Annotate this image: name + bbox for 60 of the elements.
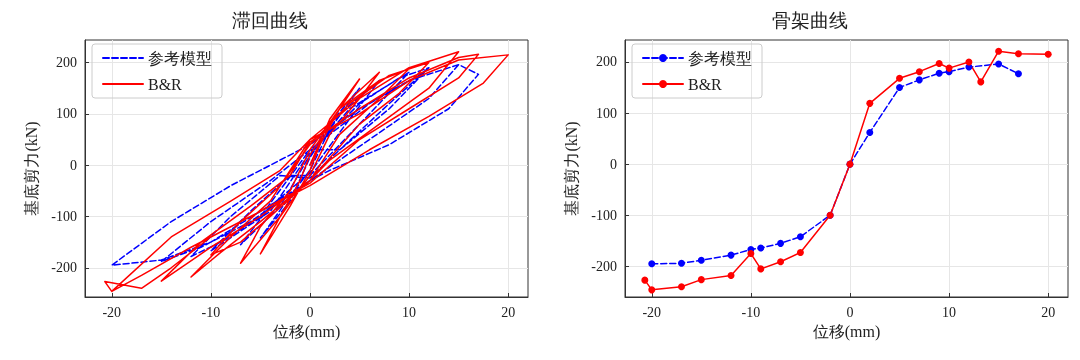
x-tick-label: 20 [501,304,516,320]
point [757,244,765,252]
point [977,78,985,86]
legend-label: B&R [148,75,183,93]
point [648,260,656,268]
y-tick-label: 200 [56,55,77,71]
chart-title: 骨架曲线 [772,10,848,31]
point [747,250,755,258]
point [995,47,1003,55]
point [796,233,804,241]
y-tick-label: -100 [591,207,617,223]
y-tick-label: -200 [591,258,617,274]
legend-label: 参考模型 [148,49,212,67]
y-tick-label: -100 [51,208,77,224]
point [915,68,923,76]
x-tick-label: 0 [846,304,854,320]
point [678,259,685,267]
point [1044,50,1052,58]
point [1014,70,1022,78]
x-tick-label: -10 [741,304,761,320]
point [896,74,904,82]
y-tick-label: 0 [70,157,77,173]
y-tick-label: 100 [56,106,77,122]
point [777,239,785,247]
x-axis-title: 位移(mm) [812,323,881,342]
y-tick-label: 0 [610,156,617,172]
legend-label: B&R [688,75,723,93]
x-tick-label: 0 [306,304,314,320]
point [678,283,685,291]
point [697,276,705,284]
y-tick-label: 100 [596,105,617,121]
chart-title: 滞回曲线 [232,10,308,31]
point [757,265,765,273]
legend-label: 参考模型 [688,49,752,67]
line-series [104,51,509,293]
point [641,276,649,284]
x-tick-label: -20 [642,304,662,320]
x-tick-label: 10 [942,304,957,320]
point [727,272,735,280]
x-axis-title: 位移(mm) [272,323,341,342]
point [995,60,1003,68]
point [915,76,923,84]
x-tick-label: -10 [201,304,221,320]
x-tick-label: 20 [1041,304,1056,320]
point [896,84,904,92]
point [648,286,656,294]
point [697,256,705,264]
y-axis-title: 基底剪力(kN) [562,121,581,216]
y-axis-title: 基底剪力(kN) [22,121,41,216]
point [935,69,943,77]
y-tick-label: 200 [596,54,617,70]
y-tick-label: -200 [51,260,77,276]
point [866,128,874,136]
point [935,60,943,67]
x-tick-label: 10 [402,304,417,320]
point [866,99,874,107]
point [1014,50,1022,58]
point [777,258,785,266]
x-tick-label: -20 [102,304,122,320]
point [796,249,804,257]
